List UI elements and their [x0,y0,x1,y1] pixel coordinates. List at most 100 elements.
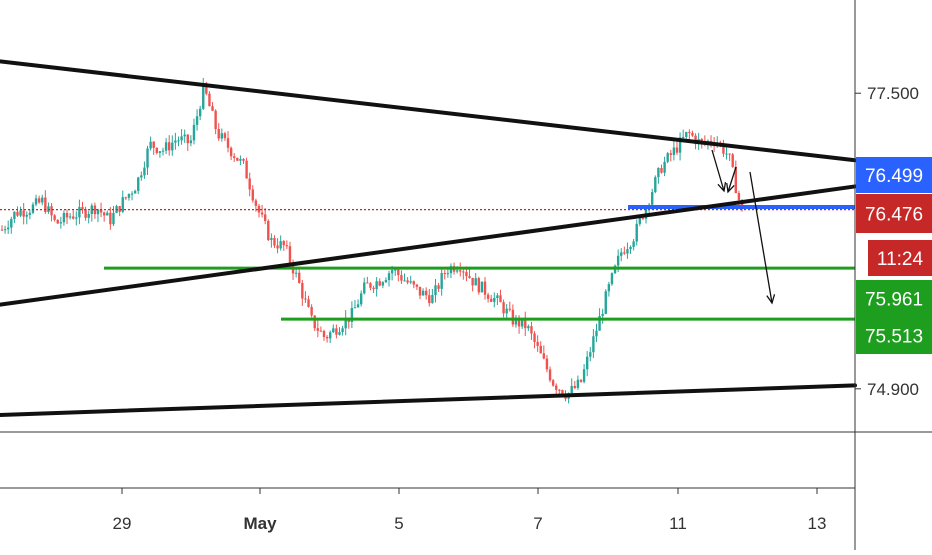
candle-body [524,318,527,329]
candle-body [356,304,360,308]
price-label-last-price-bg [856,157,932,193]
projection-arrow-main-head [766,294,776,305]
candle-body [601,313,604,316]
candle-body [471,277,474,286]
candle-body [344,317,347,329]
candles-layer [0,77,744,404]
candle-body [359,293,363,305]
candle-body [691,132,694,136]
candle-body [443,273,446,275]
projection-arrow-1-head [717,182,727,193]
candle-body [440,273,443,289]
candle-body [236,157,239,161]
candle-body [325,337,329,339]
candle-body [304,298,307,300]
x-tick-label: 5 [394,514,403,533]
candle-body [486,294,490,299]
candle-body [167,142,171,151]
candle-body [81,207,84,210]
candle-body [124,197,128,199]
candle-body [226,138,230,148]
candle-body [483,281,487,295]
candle-body [561,390,564,395]
candle-body [582,369,586,382]
price-label-current: 76.476 [865,205,923,226]
candle-body [0,229,4,231]
candle-body [50,206,53,216]
candle-body [530,326,533,334]
candle-body [418,286,422,296]
candle-body [558,389,561,391]
candle-body [6,227,10,230]
candle-body [90,205,93,214]
candle-body [675,147,679,153]
candle-body [87,213,90,218]
projection-arrow-2-shaft [727,166,737,193]
candle-body [13,211,16,220]
candle-body [183,134,186,137]
candle-body [520,318,524,327]
candle-body [133,190,137,194]
candle-body [734,166,738,194]
candle-body [208,93,211,107]
candle-body [660,167,663,173]
candle-body [313,315,316,329]
candle-body [421,290,425,296]
candle-body [468,276,471,278]
price-label-current-bg [856,194,932,233]
candle-body [604,291,607,314]
candle-body [369,283,372,288]
candle-body [555,385,558,390]
candle-body [319,330,323,332]
candle-body [629,246,632,250]
candle-body [740,199,744,210]
candle-body [527,326,530,329]
candle-body [666,153,669,162]
candle-body [384,279,388,283]
price-label-support: 75.513 [865,327,923,348]
candle-body [72,216,75,219]
candle-body [499,295,502,303]
projection-arrow-2-head [726,182,735,194]
candle-body [570,385,573,394]
candle-body [728,153,731,155]
projection-arrows-layer [711,149,776,305]
candle-body [245,160,248,179]
candle-body [576,379,580,388]
candle-body [459,270,462,272]
candle-body [641,217,645,219]
candle-body [403,280,406,282]
candle-body [282,241,285,246]
candle-body [353,307,357,309]
price-label-last-price: 76.499 [865,166,923,187]
candle-body [722,143,725,154]
candle-body [579,379,583,382]
projection-arrow-main-shaft [749,171,773,304]
candle-body [41,197,44,203]
x-tick-label: 7 [533,514,542,533]
candle-body [205,83,208,94]
candle-body [307,299,310,307]
candle-body [220,133,224,139]
candle-body [598,315,601,331]
candle-body [406,280,409,283]
candle-body [195,116,199,125]
candle-body [53,215,56,220]
candle-body [152,141,155,148]
candle-body [251,189,254,201]
candle-body [685,131,688,137]
candle-body [260,212,264,215]
candle-body [455,270,459,272]
candle-body [242,159,245,161]
candle-body [446,273,450,275]
candle-body [424,290,428,296]
candle-body [378,281,381,286]
candle-body [725,153,728,155]
candle-body [121,197,124,212]
x-tick-label: 11 [669,514,687,533]
candle-body [462,271,465,273]
candle-body [502,302,505,314]
candle-body [34,198,38,205]
